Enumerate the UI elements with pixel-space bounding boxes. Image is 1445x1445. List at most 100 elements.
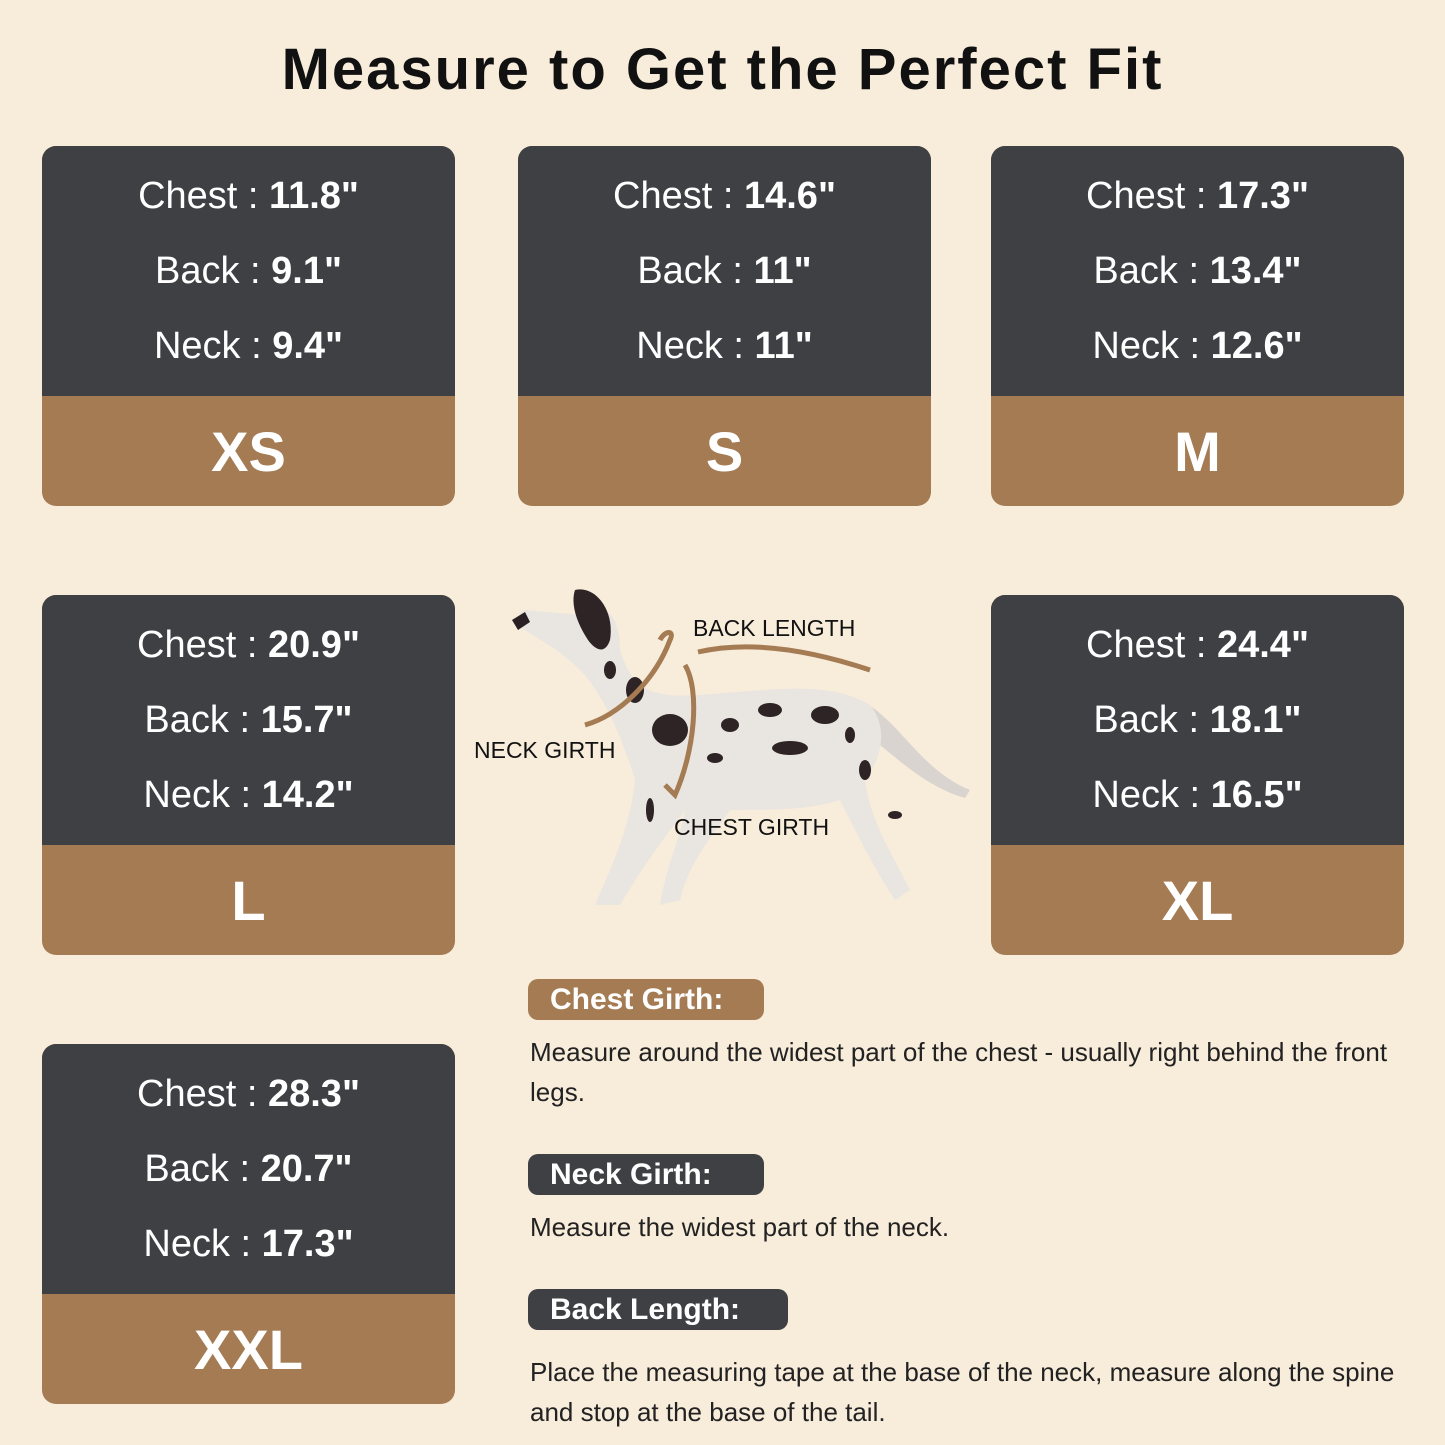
back-label: Back bbox=[637, 249, 722, 292]
neck-value: 12.6" bbox=[1210, 325, 1303, 368]
neck-label: Neck bbox=[153, 325, 241, 368]
neck-measurement: Neck : 9.4" bbox=[42, 324, 455, 368]
back-value: 13.4" bbox=[1209, 249, 1302, 292]
chest-measurement: Chest : 20.9" bbox=[42, 623, 455, 667]
size-card-l: Chest : 20.9" Back : 15.7" Neck : 14.2" L bbox=[42, 595, 455, 955]
separator: : bbox=[721, 249, 754, 292]
neck-value: 11" bbox=[754, 325, 813, 368]
separator: : bbox=[722, 325, 755, 368]
measurements-panel: Chest : 28.3" Back : 20.7" Neck : 17.3" bbox=[42, 1044, 455, 1294]
neck-label: Neck bbox=[1092, 774, 1179, 817]
neck-measurement: Neck : 12.6" bbox=[991, 324, 1404, 368]
size-card-m: Chest : 17.3" Back : 13.4" Neck : 12.6" M bbox=[991, 146, 1404, 506]
size-card-s: Chest : 14.6" Back : 11" Neck : 11" S bbox=[518, 146, 931, 506]
neck-value: 17.3" bbox=[261, 1223, 354, 1266]
separator: : bbox=[229, 774, 262, 817]
size-card-xl: Chest : 24.4" Back : 18.1" Neck : 16.5" XL bbox=[991, 595, 1404, 955]
measurements-panel: Chest : 17.3" Back : 13.4" Neck : 12.6" bbox=[991, 146, 1404, 396]
chest-measurement: Chest : 24.4" bbox=[991, 623, 1404, 667]
back-label: Back bbox=[144, 698, 229, 741]
separator: : bbox=[236, 1072, 268, 1115]
neck-label: Neck bbox=[1092, 325, 1179, 368]
neck-girth-heading: Neck Girth: bbox=[528, 1154, 764, 1195]
back-label: Back bbox=[1093, 698, 1178, 741]
size-label: S bbox=[705, 419, 744, 483]
separator: : bbox=[228, 698, 261, 741]
separator: : bbox=[712, 174, 744, 217]
neck-label: Neck bbox=[143, 1223, 230, 1266]
separator: : bbox=[1185, 623, 1217, 666]
size-label: XXL bbox=[194, 1317, 303, 1381]
back-value: 15.7" bbox=[260, 698, 353, 741]
back-label: Back bbox=[154, 249, 240, 292]
chest-measurement: Chest : 28.3" bbox=[42, 1072, 455, 1116]
back-label: Back bbox=[144, 1147, 229, 1190]
size-label: M bbox=[1174, 419, 1221, 483]
back-value: 11" bbox=[753, 249, 812, 292]
chest-value: 24.4" bbox=[1216, 623, 1309, 666]
back-measurement: Back : 11" bbox=[518, 249, 931, 293]
neck-measurement: Neck : 17.3" bbox=[42, 1222, 455, 1266]
chest-value: 28.3" bbox=[267, 1072, 360, 1115]
separator: : bbox=[1178, 325, 1211, 368]
back-measurement: Back : 15.7" bbox=[42, 698, 455, 742]
chest-girth-heading: Chest Girth: bbox=[528, 979, 764, 1020]
separator: : bbox=[1177, 249, 1210, 292]
chest-value: 17.3" bbox=[1216, 174, 1309, 217]
neck-label: Neck bbox=[143, 774, 230, 817]
neck-label: Neck bbox=[636, 325, 723, 368]
back-measurement: Back : 18.1" bbox=[991, 698, 1404, 742]
neck-value: 14.2" bbox=[261, 774, 354, 817]
separator: : bbox=[1178, 774, 1211, 817]
separator: : bbox=[1185, 174, 1217, 217]
back-measurement: Back : 20.7" bbox=[42, 1147, 455, 1191]
neck-measurement: Neck : 16.5" bbox=[991, 773, 1404, 817]
chest-girth-label: CHEST GIRTH bbox=[674, 814, 830, 840]
separator: : bbox=[1177, 698, 1210, 741]
size-card-xs: Chest : 11.8" Back : 9.1" Neck : 9.4" XS bbox=[42, 146, 455, 506]
chest-label: Chest bbox=[137, 1072, 237, 1115]
measurements-panel: Chest : 24.4" Back : 18.1" Neck : 16.5" bbox=[991, 595, 1404, 845]
back-value: 20.7" bbox=[260, 1147, 353, 1190]
size-card-xxl: Chest : 28.3" Back : 20.7" Neck : 17.3" XXL bbox=[42, 1044, 455, 1404]
measurements-panel: Chest : 11.8" Back : 9.1" Neck : 9.4" bbox=[42, 146, 455, 396]
measurements-panel: Chest : 20.9" Back : 15.7" Neck : 14.2" bbox=[42, 595, 455, 845]
neck-measurement: Neck : 11" bbox=[518, 324, 931, 368]
separator: : bbox=[236, 623, 268, 666]
separator: : bbox=[239, 249, 272, 292]
neck-value: 16.5" bbox=[1210, 774, 1303, 817]
separator: : bbox=[228, 1147, 261, 1190]
back-length-heading: Back Length: bbox=[528, 1289, 788, 1330]
back-measurement: Back : 13.4" bbox=[991, 249, 1404, 293]
page-title: Measure to Get the Perfect Fit bbox=[281, 37, 1164, 102]
back-length-text: Place the measuring tape at the base of … bbox=[530, 1357, 1395, 1427]
dalmatian-illustration bbox=[512, 589, 970, 905]
dog-measurement-diagram: BACK LENGTH NECK GIRTH CHEST GIRTH bbox=[470, 570, 980, 930]
neck-girth-text: Measure the widest part of the neck. bbox=[530, 1212, 950, 1242]
chest-label: Chest bbox=[1086, 623, 1186, 666]
chest-value: 20.9" bbox=[267, 623, 360, 666]
chest-measurement: Chest : 11.8" bbox=[42, 174, 455, 218]
chest-label: Chest bbox=[137, 623, 237, 666]
neck-girth-label: NECK GIRTH bbox=[474, 737, 616, 763]
chest-label: Chest bbox=[138, 174, 238, 217]
measurements-panel: Chest : 14.6" Back : 11" Neck : 11" bbox=[518, 146, 931, 396]
separator: : bbox=[240, 325, 273, 368]
back-length-label: BACK LENGTH bbox=[693, 615, 856, 641]
separator: : bbox=[229, 1223, 262, 1266]
size-label: XL bbox=[1161, 868, 1234, 932]
back-value: 9.1" bbox=[271, 249, 342, 292]
separator: : bbox=[237, 174, 270, 217]
size-label: L bbox=[231, 868, 266, 932]
back-value: 18.1" bbox=[1209, 698, 1302, 741]
chest-girth-text: Measure around the widest part of the ch… bbox=[530, 1037, 1388, 1107]
size-label: XS bbox=[211, 419, 286, 483]
chest-label: Chest bbox=[1086, 174, 1186, 217]
chest-value: 14.6" bbox=[743, 174, 836, 217]
back-measurement: Back : 9.1" bbox=[42, 249, 455, 293]
chest-measurement: Chest : 14.6" bbox=[518, 174, 931, 218]
chest-label: Chest bbox=[613, 174, 713, 217]
chest-value: 11.8" bbox=[269, 174, 359, 217]
back-label: Back bbox=[1093, 249, 1178, 292]
neck-measurement: Neck : 14.2" bbox=[42, 773, 455, 817]
